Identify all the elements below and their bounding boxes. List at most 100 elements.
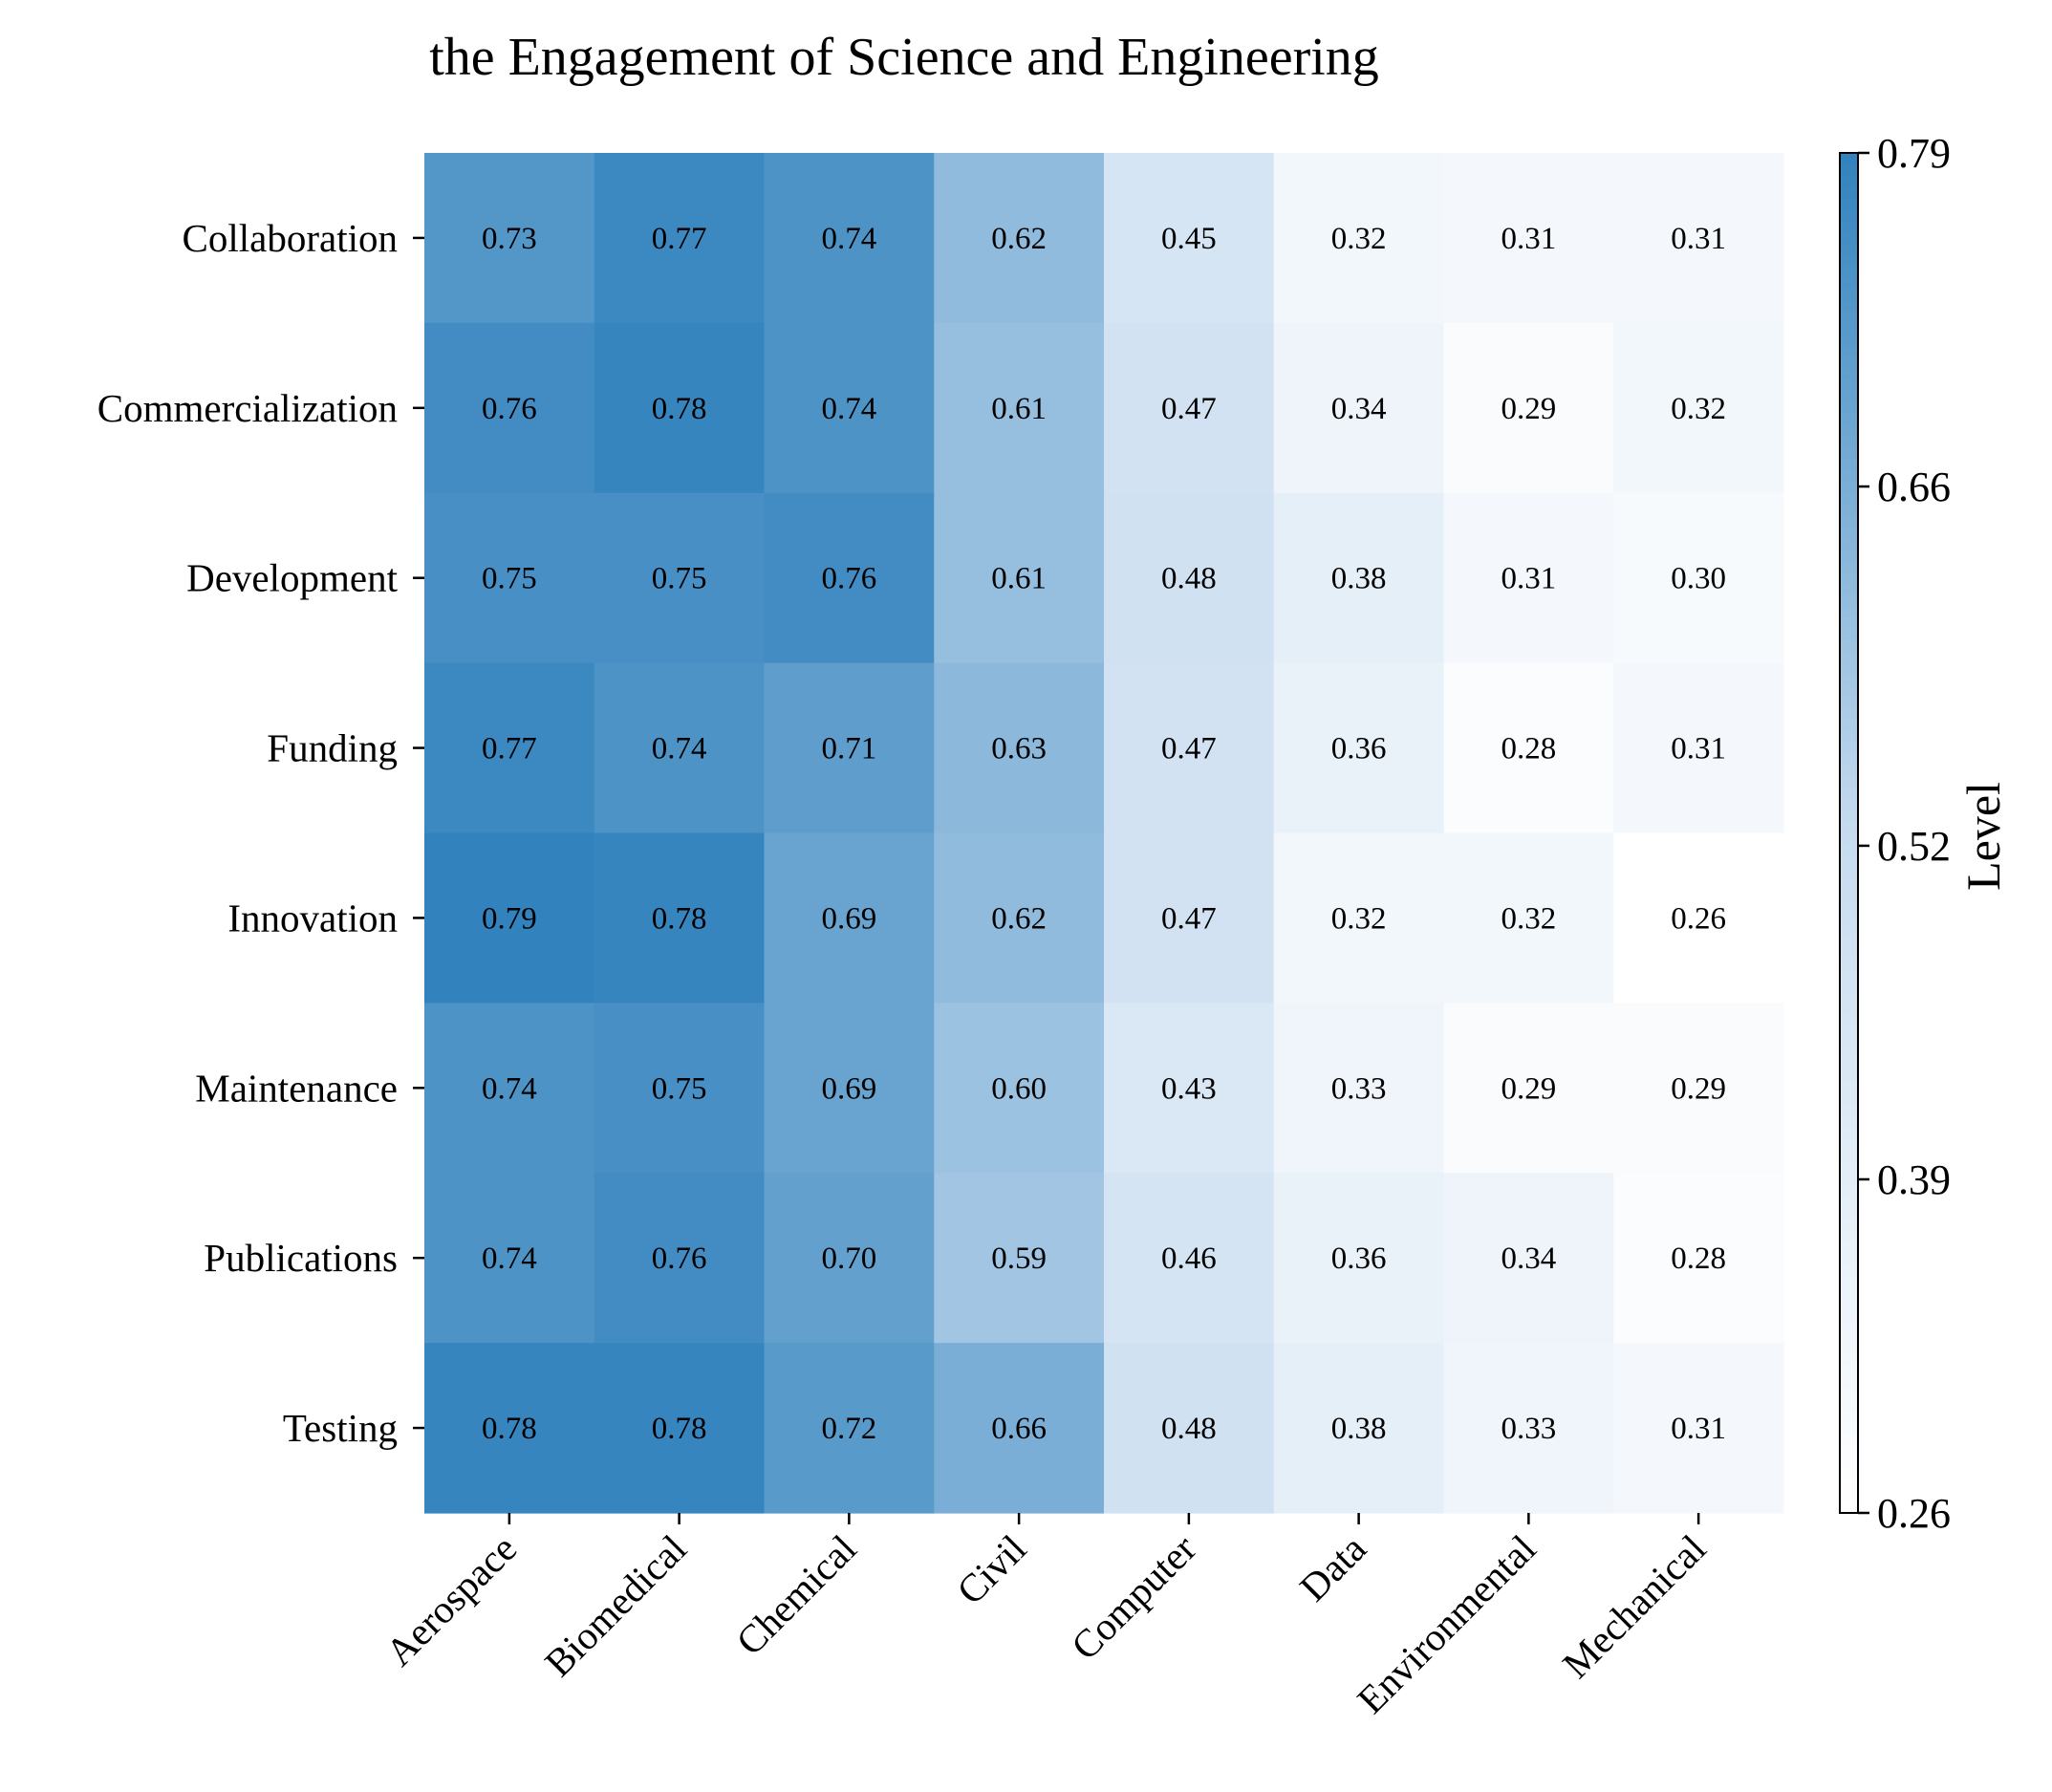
colorbar-segment (1840, 436, 1858, 448)
colorbar-segment (1840, 1047, 1858, 1061)
cell-value-label: 0.70 (822, 1241, 877, 1276)
colorbar-segment (1840, 401, 1858, 415)
colorbar-segment (1840, 697, 1858, 709)
colorbar-segment (1840, 209, 1858, 222)
colorbar-segment (1840, 538, 1858, 551)
cell-value-label: 0.59 (991, 1241, 1047, 1276)
cell-value-label: 0.75 (652, 1071, 707, 1106)
cell-value-label: 0.73 (482, 222, 537, 256)
colorbar-segment (1840, 832, 1858, 845)
heatmap-cell (594, 1343, 766, 1514)
heatmap-cell (594, 1003, 766, 1174)
cell-value-label: 0.48 (1161, 1412, 1217, 1446)
cell-value-label: 0.47 (1161, 732, 1217, 766)
cell-value-label: 0.60 (991, 1071, 1047, 1106)
colorbar-segment (1840, 798, 1858, 811)
colorbar-segment (1840, 312, 1858, 324)
cell-value-label: 0.29 (1501, 1071, 1557, 1106)
colorbar-tick-label: 0.26 (1877, 1490, 1951, 1537)
heatmap-cell (1273, 492, 1445, 664)
heatmap-cell (934, 832, 1105, 1004)
colorbar-segment (1840, 1138, 1858, 1152)
heatmap-cell (1443, 1173, 1614, 1344)
cell-value-label: 0.61 (991, 562, 1047, 596)
colorbar-tick-label: 0.66 (1877, 464, 1951, 510)
colorbar-segment (1840, 651, 1858, 664)
heatmap-cell (594, 492, 766, 664)
heatmap-cell (424, 492, 595, 664)
heatmap-cell (764, 662, 935, 834)
cell-value-label: 0.76 (482, 392, 537, 426)
heatmap-cell (1273, 662, 1445, 834)
colorbar-segment (1840, 1444, 1858, 1457)
colorbar-segment (1840, 1376, 1858, 1390)
colorbar-segment (1840, 685, 1858, 698)
colorbar-segment (1840, 788, 1858, 800)
heatmap-cell (1273, 1173, 1445, 1344)
heatmap-cell (1443, 1343, 1614, 1514)
colorbar-segment (1840, 1059, 1858, 1072)
cell-value-label: 0.36 (1331, 1241, 1387, 1276)
colorbar-segment (1840, 1433, 1858, 1446)
cell-value-label: 0.74 (822, 222, 877, 256)
cell-value-label: 0.66 (991, 1412, 1047, 1446)
heatmap-cell (1104, 1343, 1275, 1514)
colorbar-segment (1840, 957, 1858, 970)
colorbar-segment (1840, 912, 1858, 924)
colorbar-segment (1840, 1388, 1858, 1401)
cell-value-label: 0.45 (1161, 222, 1217, 256)
cell-value-label: 0.43 (1161, 1071, 1217, 1106)
colorbar-segment (1840, 243, 1858, 256)
colorbar-segment (1840, 867, 1858, 879)
colorbar-segment (1840, 1456, 1858, 1469)
colorbar-segment (1840, 572, 1858, 585)
colorbar-segment (1840, 1229, 1858, 1241)
colorbar-segment (1840, 1218, 1858, 1231)
colorbar-segment (1840, 334, 1858, 347)
colorbar-segment (1840, 1115, 1858, 1129)
colorbar-segment (1840, 821, 1858, 834)
colorbar-segment (1840, 1411, 1858, 1423)
heatmap-cell (1104, 322, 1275, 494)
colorbar-segment (1840, 1353, 1858, 1367)
colorbar-segment (1840, 1150, 1858, 1162)
colorbar-segment (1840, 1331, 1858, 1344)
colorbar-segment (1840, 175, 1858, 188)
colorbar-segment (1840, 1263, 1858, 1276)
heatmap-cell (764, 1003, 935, 1174)
colorbar-segment (1840, 753, 1858, 766)
cell-value-label: 0.28 (1671, 1241, 1726, 1276)
colorbar-segment (1840, 266, 1858, 279)
cell-value-label: 0.61 (991, 392, 1047, 426)
heatmap-cell (1273, 1343, 1445, 1514)
colorbar-segment (1840, 1285, 1858, 1299)
heatmap-cell (1104, 1003, 1275, 1174)
cell-value-label: 0.75 (482, 562, 537, 596)
heatmap-cell (594, 153, 766, 324)
colorbar-segment (1840, 277, 1858, 290)
y-tick-label: Collaboration (183, 216, 398, 260)
cell-value-label: 0.78 (652, 901, 707, 936)
heatmap-cell (764, 1343, 935, 1514)
cell-value-label: 0.74 (822, 392, 877, 426)
colorbar-segment (1840, 1320, 1858, 1332)
colorbar-segment (1840, 163, 1858, 177)
colorbar-segment (1840, 1206, 1858, 1220)
heatmap-cell (1273, 153, 1445, 324)
cell-value-label: 0.38 (1331, 1412, 1387, 1446)
cell-value-label: 0.62 (991, 222, 1047, 256)
colorbar-segment (1840, 889, 1858, 902)
colorbar-segment (1840, 481, 1858, 494)
colorbar-segment (1840, 1422, 1858, 1435)
cell-value-label: 0.34 (1501, 1241, 1557, 1276)
heatmap-cell (764, 1173, 935, 1344)
heatmap-cell (1104, 1173, 1275, 1344)
cell-value-label: 0.32 (1331, 901, 1387, 936)
heatmap-cell (764, 153, 935, 324)
heatmap-cell (1613, 1003, 1784, 1174)
colorbar-segment (1840, 1161, 1858, 1174)
colorbar-segment (1840, 877, 1858, 891)
colorbar-frame (1839, 152, 1859, 1514)
colorbar-segment (1840, 300, 1858, 313)
